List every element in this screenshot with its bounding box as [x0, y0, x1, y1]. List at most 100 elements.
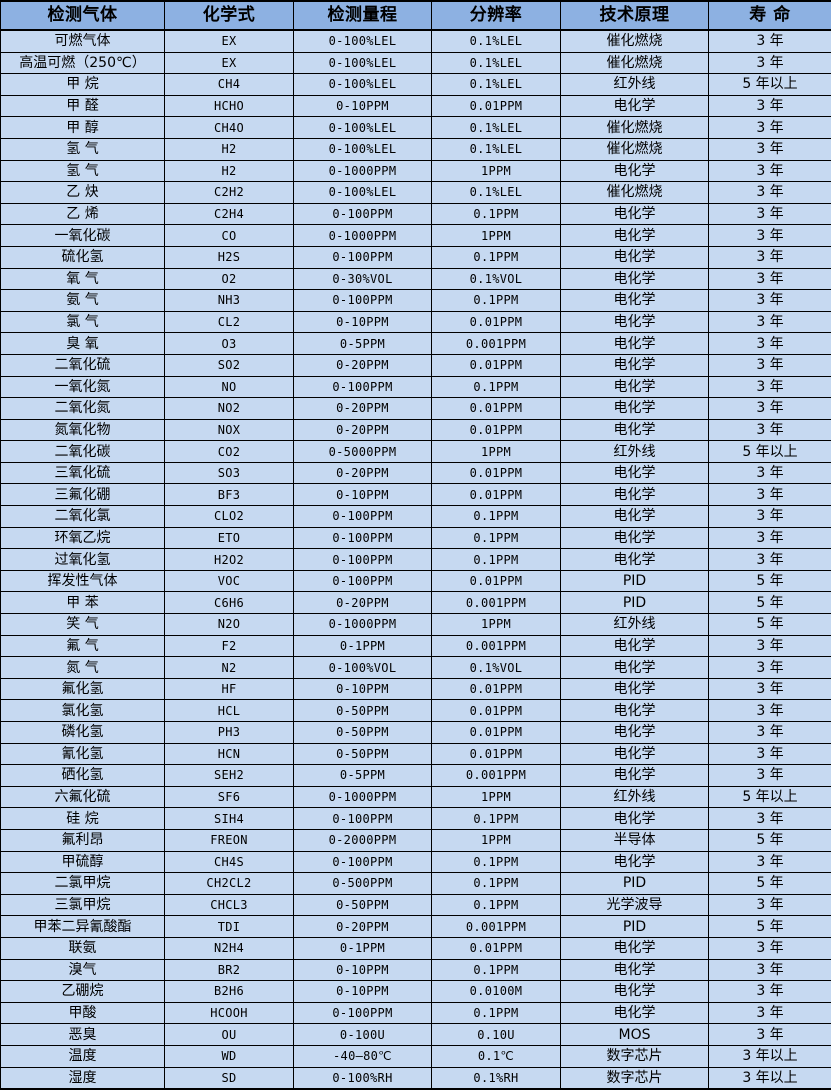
cell-tech: 电化学 [561, 419, 709, 441]
cell-form: SO3 [165, 462, 294, 484]
cell-res: 0.01PPM [432, 95, 561, 117]
cell-tech: 电化学 [561, 398, 709, 420]
cell-range: 0-100PPM [294, 549, 432, 571]
cell-tech: 电化学 [561, 722, 709, 744]
cell-res: 0.01PPM [432, 937, 561, 959]
cell-tech: 电化学 [561, 743, 709, 765]
cell-gas: 甲 醇 [1, 117, 165, 139]
cell-gas: 氟化氢 [1, 678, 165, 700]
cell-range: 0-100PPM [294, 527, 432, 549]
cell-gas: 二氧化硫 [1, 354, 165, 376]
cell-range: 0-100PPM [294, 203, 432, 225]
cell-range: 0-1PPM [294, 937, 432, 959]
cell-form: CHCL3 [165, 894, 294, 916]
cell-tech: 电化学 [561, 290, 709, 312]
table-header: 检测气体化学式检测量程分辨率技术原理寿 命 [1, 1, 831, 30]
cell-range: 0-100%LEL [294, 138, 432, 160]
cell-res: 0.1PPM [432, 549, 561, 571]
cell-gas: 三氯甲烷 [1, 894, 165, 916]
cell-range: 0-1000PPM [294, 225, 432, 247]
cell-res: 0.001PPM [432, 592, 561, 614]
cell-gas: 氧 气 [1, 268, 165, 290]
cell-res: 0.1PPM [432, 203, 561, 225]
cell-form: C2H4 [165, 203, 294, 225]
cell-range: 0-100PPM [294, 570, 432, 592]
cell-gas: 三氟化硼 [1, 484, 165, 506]
cell-life: 3 年 [709, 937, 831, 959]
cell-form: TDI [165, 916, 294, 938]
cell-life: 3 年 [709, 182, 831, 204]
cell-tech: PID [561, 873, 709, 895]
cell-range: -40—80℃ [294, 1045, 432, 1067]
cell-form: NOX [165, 419, 294, 441]
cell-res: 0.1PPM [432, 959, 561, 981]
cell-res: 1PPM [432, 829, 561, 851]
cell-gas: 甲苯二异氰酸酯 [1, 916, 165, 938]
cell-res: 0.1PPM [432, 894, 561, 916]
cell-tech: 电化学 [561, 376, 709, 398]
cell-form: N2O [165, 614, 294, 636]
cell-gas: 挥发性气体 [1, 570, 165, 592]
cell-life: 3 年 [709, 311, 831, 333]
cell-life: 3 年 [709, 506, 831, 528]
cell-tech: 电化学 [561, 1002, 709, 1024]
cell-life: 3 年以上 [709, 1045, 831, 1067]
cell-life: 3 年 [709, 722, 831, 744]
cell-form: ETO [165, 527, 294, 549]
cell-range: 0-5000PPM [294, 441, 432, 463]
cell-tech: 电化学 [561, 506, 709, 528]
cell-range: 0-500PPM [294, 873, 432, 895]
cell-tech: 电化学 [561, 700, 709, 722]
cell-gas: 三氧化硫 [1, 462, 165, 484]
cell-life: 5 年 [709, 570, 831, 592]
cell-res: 0.1PPM [432, 246, 561, 268]
cell-tech: 电化学 [561, 959, 709, 981]
cell-gas: 臭 氧 [1, 333, 165, 355]
cell-range: 0-5PPM [294, 333, 432, 355]
cell-gas: 硒化氢 [1, 765, 165, 787]
cell-gas: 二氯甲烷 [1, 873, 165, 895]
cell-range: 0-5PPM [294, 765, 432, 787]
cell-tech: 电化学 [561, 225, 709, 247]
cell-range: 0-10PPM [294, 678, 432, 700]
cell-gas: 硅 烷 [1, 808, 165, 830]
cell-life: 5 年 [709, 592, 831, 614]
cell-range: 0-100%VOL [294, 657, 432, 679]
cell-tech: 电化学 [561, 268, 709, 290]
cell-res: 0.1%LEL [432, 30, 561, 52]
cell-tech: 电化学 [561, 981, 709, 1003]
cell-form: NO2 [165, 398, 294, 420]
cell-tech: 电化学 [561, 462, 709, 484]
cell-life: 3 年 [709, 1024, 831, 1046]
cell-gas: 氟利昂 [1, 829, 165, 851]
cell-form: HF [165, 678, 294, 700]
cell-form: EX [165, 52, 294, 74]
cell-res: 1PPM [432, 225, 561, 247]
cell-form: SIH4 [165, 808, 294, 830]
cell-form: SD [165, 1067, 294, 1089]
cell-res: 0.01PPM [432, 743, 561, 765]
cell-gas: 高温可燃（250℃） [1, 52, 165, 74]
cell-form: CH4S [165, 851, 294, 873]
cell-tech: 电化学 [561, 203, 709, 225]
cell-res: 1PPM [432, 614, 561, 636]
cell-res: 0.01PPM [432, 419, 561, 441]
cell-gas: 二氧化碳 [1, 441, 165, 463]
cell-life: 3 年 [709, 1002, 831, 1024]
cell-res: 0.001PPM [432, 635, 561, 657]
cell-tech: 电化学 [561, 95, 709, 117]
cell-range: 0-100%LEL [294, 182, 432, 204]
